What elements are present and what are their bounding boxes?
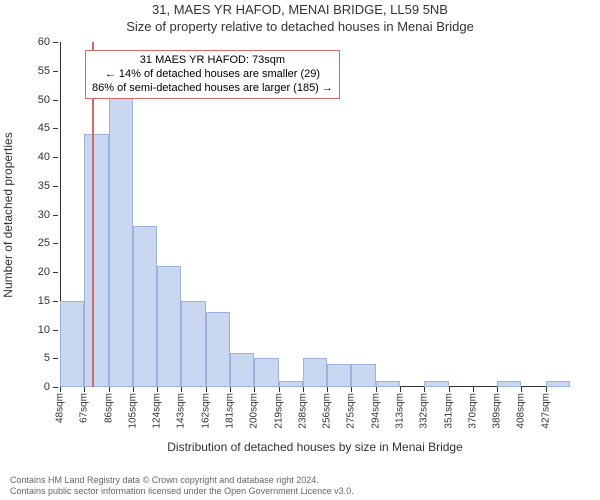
y-tick-mark bbox=[53, 330, 58, 331]
x-tick-label: 370sqm bbox=[467, 393, 478, 429]
y-axis: Number of detached properties 0510152025… bbox=[0, 42, 58, 387]
annotation-line2: ← 14% of detached houses are smaller (29… bbox=[92, 68, 333, 82]
x-tick-mark bbox=[521, 387, 522, 392]
y-tick-mark bbox=[53, 215, 58, 216]
x-tick-mark bbox=[60, 387, 61, 392]
y-tick-label: 50 bbox=[38, 94, 50, 106]
y-tick-label: 30 bbox=[38, 209, 50, 221]
plot-area: 31 MAES YR HAFOD: 73sqm ← 14% of detache… bbox=[60, 42, 570, 387]
bar bbox=[303, 358, 327, 387]
x-tick-mark bbox=[546, 387, 547, 392]
y-tick-label: 55 bbox=[38, 65, 50, 77]
y-tick-mark bbox=[53, 186, 58, 187]
bar bbox=[133, 226, 157, 387]
x-tick-label: 124sqm bbox=[152, 393, 163, 429]
chart-container: 31, MAES YR HAFOD, MENAI BRIDGE, LL59 5N… bbox=[0, 0, 600, 500]
x-tick-label: 238sqm bbox=[297, 393, 308, 429]
x-tick-mark bbox=[327, 387, 328, 392]
x-tick-label: 219sqm bbox=[273, 393, 284, 429]
bar bbox=[157, 266, 181, 387]
bar bbox=[254, 358, 278, 387]
x-tick-mark bbox=[303, 387, 304, 392]
y-tick-label: 20 bbox=[38, 266, 50, 278]
bar bbox=[351, 364, 375, 387]
annotation-line3: 86% of semi-detached houses are larger (… bbox=[92, 82, 333, 96]
x-tick-label: 256sqm bbox=[322, 393, 333, 429]
x-tick-label: 275sqm bbox=[346, 393, 357, 429]
x-tick-label: 408sqm bbox=[516, 393, 527, 429]
x-axis-label: Distribution of detached houses by size … bbox=[60, 440, 570, 454]
annotation-line1: 31 MAES YR HAFOD: 73sqm bbox=[92, 54, 333, 68]
x-tick-label: 427sqm bbox=[540, 393, 551, 429]
y-tick-label: 60 bbox=[38, 36, 50, 48]
x-tick-mark bbox=[376, 387, 377, 392]
y-tick-mark bbox=[53, 42, 58, 43]
y-tick-mark bbox=[53, 100, 58, 101]
x-tick-label: 162sqm bbox=[200, 393, 211, 429]
y-tick-label: 10 bbox=[38, 324, 50, 336]
y-tick-mark bbox=[53, 71, 58, 72]
y-tick-mark bbox=[53, 301, 58, 302]
x-tick-label: 105sqm bbox=[127, 393, 138, 429]
x-tick-label: 332sqm bbox=[419, 393, 430, 429]
chart-title-sub: Size of property relative to detached ho… bbox=[0, 19, 600, 34]
footer-line1: Contains HM Land Registry data © Crown c… bbox=[10, 475, 354, 486]
x-tick-label: 67sqm bbox=[79, 393, 90, 423]
y-tick-label: 40 bbox=[38, 151, 50, 163]
y-tick-label: 35 bbox=[38, 180, 50, 192]
y-tick-mark bbox=[53, 157, 58, 158]
annotation-box: 31 MAES YR HAFOD: 73sqm ← 14% of detache… bbox=[85, 50, 340, 99]
y-tick-label: 15 bbox=[38, 295, 50, 307]
x-axis: 48sqm67sqm86sqm105sqm124sqm143sqm162sqm1… bbox=[60, 387, 570, 442]
footer-line2: Contains public sector information licen… bbox=[10, 486, 354, 497]
x-tick-label: 48sqm bbox=[55, 393, 66, 423]
y-tick-mark bbox=[53, 243, 58, 244]
footer-attribution: Contains HM Land Registry data © Crown c… bbox=[10, 475, 354, 497]
y-tick-label: 0 bbox=[44, 381, 50, 393]
x-tick-mark bbox=[473, 387, 474, 392]
x-tick-mark bbox=[109, 387, 110, 392]
x-tick-label: 181sqm bbox=[225, 393, 236, 429]
x-tick-mark bbox=[157, 387, 158, 392]
x-tick-mark bbox=[279, 387, 280, 392]
bar bbox=[327, 364, 351, 387]
y-tick-label: 45 bbox=[38, 122, 50, 134]
x-tick-mark bbox=[497, 387, 498, 392]
x-tick-mark bbox=[400, 387, 401, 392]
x-tick-label: 86sqm bbox=[103, 393, 114, 423]
x-tick-label: 389sqm bbox=[492, 393, 503, 429]
bar bbox=[230, 353, 254, 388]
chart-title-main: 31, MAES YR HAFOD, MENAI BRIDGE, LL59 5N… bbox=[0, 2, 600, 17]
x-tick-label: 313sqm bbox=[395, 393, 406, 429]
y-tick-mark bbox=[53, 358, 58, 359]
x-tick-mark bbox=[230, 387, 231, 392]
x-tick-mark bbox=[449, 387, 450, 392]
x-tick-label: 351sqm bbox=[443, 393, 454, 429]
x-tick-mark bbox=[351, 387, 352, 392]
bar bbox=[60, 301, 84, 387]
bar bbox=[109, 71, 133, 387]
y-axis-label: Number of detached properties bbox=[1, 132, 15, 297]
y-tick-label: 25 bbox=[38, 237, 50, 249]
y-tick-mark bbox=[53, 128, 58, 129]
y-tick-mark bbox=[53, 387, 58, 388]
bar bbox=[206, 312, 230, 387]
bar bbox=[181, 301, 205, 387]
y-tick-label: 5 bbox=[44, 352, 50, 364]
x-tick-label: 294sqm bbox=[370, 393, 381, 429]
x-tick-mark bbox=[181, 387, 182, 392]
x-tick-label: 200sqm bbox=[249, 393, 260, 429]
bar bbox=[84, 134, 108, 387]
x-tick-mark bbox=[254, 387, 255, 392]
y-tick-mark bbox=[53, 272, 58, 273]
x-tick-label: 143sqm bbox=[176, 393, 187, 429]
x-tick-mark bbox=[133, 387, 134, 392]
x-tick-mark bbox=[424, 387, 425, 392]
x-tick-mark bbox=[206, 387, 207, 392]
x-tick-mark bbox=[84, 387, 85, 392]
